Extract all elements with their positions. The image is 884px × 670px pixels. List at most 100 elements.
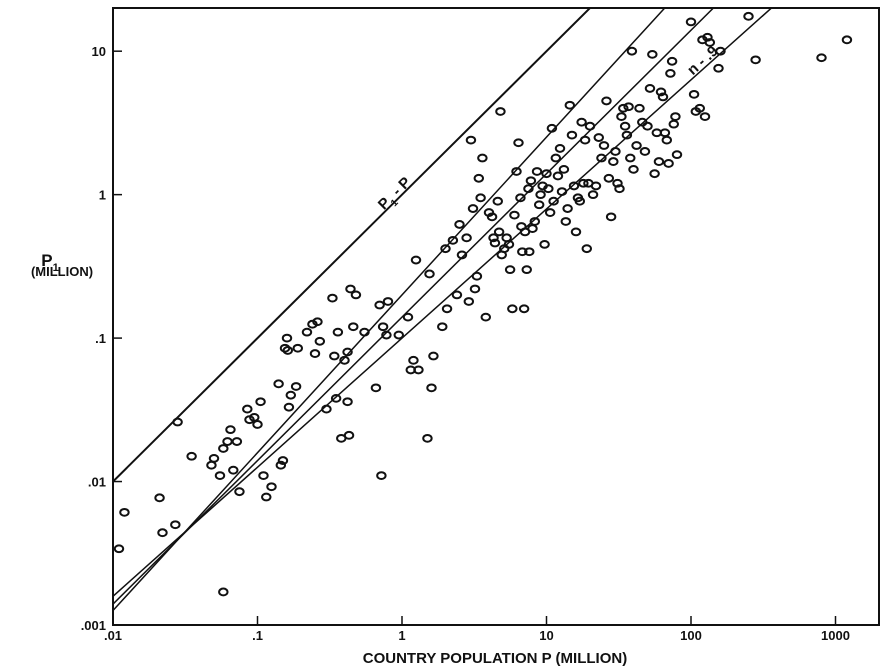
data-point	[666, 56, 678, 66]
data-point	[670, 112, 681, 121]
data-point	[255, 397, 266, 407]
data-point	[546, 123, 558, 133]
data-point	[503, 239, 515, 249]
data-point	[312, 317, 323, 327]
reference-line	[113, 8, 592, 483]
data-point	[507, 304, 518, 314]
y-axis-label: P1	[41, 251, 58, 274]
x-axis-ticks: .01 .1 1 10 100 1000	[104, 616, 850, 643]
data-point	[548, 196, 559, 206]
data-point	[584, 121, 596, 131]
data-point	[598, 141, 610, 150]
x-tick-label: .1	[252, 628, 263, 643]
data-point	[469, 284, 481, 294]
data-point	[279, 343, 291, 353]
data-point	[663, 159, 674, 168]
data-point	[382, 297, 394, 306]
reference-line	[113, 8, 773, 597]
data-point	[488, 233, 499, 243]
data-point	[402, 312, 414, 322]
data-point	[461, 233, 472, 243]
data-point	[665, 69, 676, 78]
data-point	[581, 244, 592, 254]
data-point	[653, 157, 665, 166]
reference-line	[113, 8, 666, 612]
data-point	[649, 169, 660, 179]
y-tick-label: 10	[92, 44, 106, 59]
data-point	[524, 247, 535, 257]
data-point	[612, 178, 623, 188]
data-point	[525, 176, 537, 186]
data-point	[603, 173, 615, 183]
data-point	[242, 404, 253, 414]
data-point	[578, 178, 589, 188]
data-point	[473, 173, 484, 183]
data-point	[321, 404, 332, 414]
y-tick-label: 1	[99, 188, 106, 203]
data-point	[277, 456, 289, 465]
data-point	[743, 11, 754, 21]
data-point	[495, 107, 506, 116]
data-point	[454, 220, 465, 229]
data-point	[628, 164, 639, 174]
data-point	[619, 121, 631, 131]
data-point	[343, 430, 355, 440]
data-point	[486, 212, 498, 222]
data-point	[533, 200, 545, 210]
data-point	[345, 284, 356, 294]
data-point	[292, 343, 303, 353]
data-point	[647, 49, 658, 59]
data-point	[489, 238, 501, 248]
data-point	[544, 208, 556, 217]
data-point	[218, 444, 229, 453]
data-point	[605, 212, 617, 222]
data-point	[631, 141, 642, 150]
x-tick-label: .01	[104, 628, 122, 643]
data-point	[424, 269, 435, 279]
data-point	[504, 265, 516, 275]
data-point	[564, 100, 576, 110]
data-point	[492, 196, 503, 206]
data-point	[327, 293, 338, 303]
data-point	[234, 487, 245, 497]
data-point	[225, 425, 236, 435]
data-point	[587, 190, 599, 200]
data-point	[566, 130, 578, 140]
data-point	[521, 265, 532, 275]
data-point	[556, 187, 568, 196]
data-point	[562, 204, 573, 213]
data-point	[657, 92, 669, 102]
data-point	[428, 351, 439, 361]
data-point	[381, 330, 392, 340]
data-point	[750, 55, 761, 65]
data-point	[437, 322, 448, 332]
y-tick-label: .01	[88, 475, 106, 490]
data-point	[841, 35, 853, 45]
data-point	[480, 312, 491, 322]
plot-frame	[112, 7, 880, 626]
data-point	[440, 244, 451, 254]
data-point	[493, 227, 505, 237]
data-point	[590, 181, 602, 191]
data-point	[477, 153, 488, 163]
data-point	[119, 507, 130, 517]
data-point	[447, 235, 459, 245]
data-point	[713, 63, 724, 73]
data-point	[376, 471, 387, 481]
data-point	[568, 181, 580, 191]
x-axis-label: COUNTRY POPULATION P (MILLION)	[363, 650, 627, 667]
data-point	[475, 193, 486, 203]
reference-line	[113, 8, 715, 605]
data-point	[639, 147, 651, 156]
data-point	[249, 412, 260, 422]
data-point	[314, 336, 326, 346]
data-point	[186, 451, 197, 461]
x-tick-label: 100	[680, 628, 702, 643]
data-point	[529, 217, 541, 226]
x-tick-label: 1	[398, 628, 405, 643]
data-point	[410, 255, 422, 265]
data-point	[614, 184, 625, 194]
data-point	[644, 84, 656, 93]
